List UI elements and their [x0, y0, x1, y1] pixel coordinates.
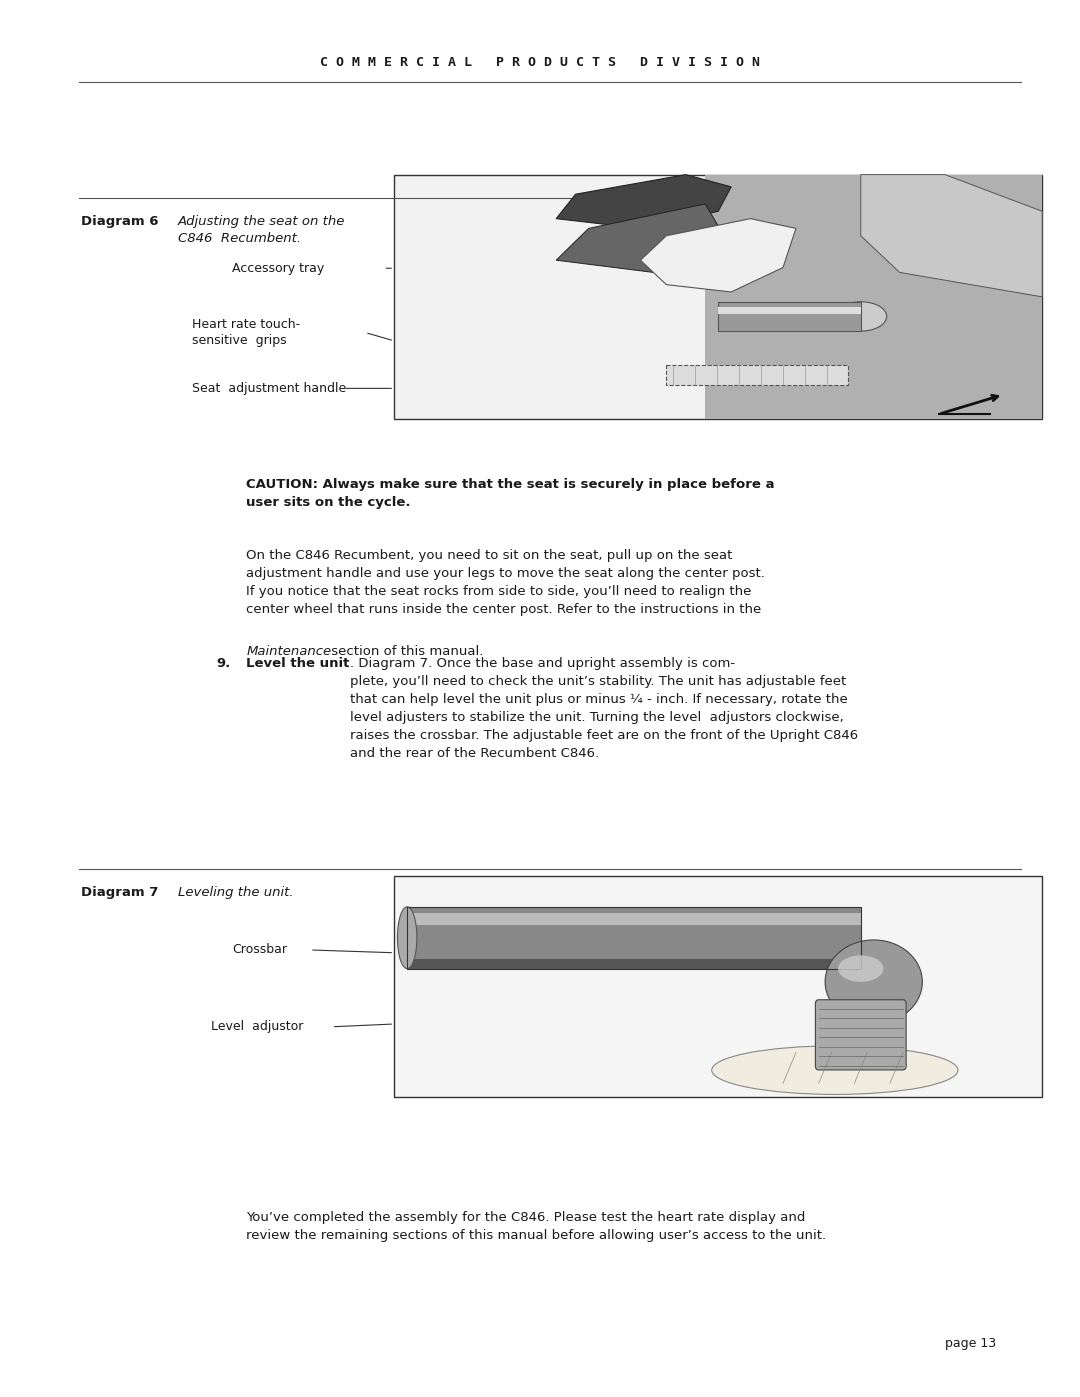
- Text: Diagram 6: Diagram 6: [81, 215, 159, 228]
- Bar: [407, 907, 861, 968]
- Ellipse shape: [835, 302, 887, 331]
- Polygon shape: [556, 175, 731, 229]
- Text: section of this manual.: section of this manual.: [327, 645, 484, 658]
- Text: . Diagram 7. Once the base and upright assembly is com-
plete, you’ll need to ch: . Diagram 7. Once the base and upright a…: [350, 657, 858, 760]
- Text: Leveling the unit.: Leveling the unit.: [178, 886, 294, 898]
- Bar: [407, 907, 861, 968]
- Bar: [394, 175, 1042, 419]
- Text: Heart rate touch-
sensitive  grips: Heart rate touch- sensitive grips: [192, 319, 300, 346]
- Text: You’ve completed the assembly for the C846. Please test the heart rate display a: You’ve completed the assembly for the C8…: [246, 1211, 826, 1242]
- Bar: [394, 876, 1042, 1097]
- Text: Level  adjustor: Level adjustor: [211, 1020, 303, 1034]
- Ellipse shape: [712, 1046, 958, 1094]
- Bar: [407, 914, 861, 925]
- Text: Maintenance: Maintenance: [246, 645, 332, 658]
- Text: Accessory tray: Accessory tray: [232, 261, 324, 275]
- Bar: [718, 307, 861, 314]
- Polygon shape: [640, 219, 796, 292]
- Text: Diagram 7: Diagram 7: [81, 886, 159, 898]
- Bar: [407, 960, 861, 968]
- Text: Crossbar: Crossbar: [232, 943, 287, 957]
- Text: Adjusting the seat on the
C846  Recumbent.: Adjusting the seat on the C846 Recumbent…: [178, 215, 346, 244]
- Bar: [705, 175, 1042, 419]
- Ellipse shape: [825, 940, 922, 1024]
- Text: Seat  adjustment handle: Seat adjustment handle: [192, 381, 347, 395]
- Polygon shape: [861, 175, 1042, 298]
- Text: On the C846 Recumbent, you need to sit on the seat, pull up on the seat
adjustme: On the C846 Recumbent, you need to sit o…: [246, 549, 765, 634]
- Polygon shape: [666, 366, 848, 386]
- FancyBboxPatch shape: [815, 1000, 906, 1070]
- Text: C O M M E R C I A L   P R O D U C T S   D I V I S I O N: C O M M E R C I A L P R O D U C T S D I …: [320, 56, 760, 70]
- Ellipse shape: [838, 956, 883, 982]
- Text: 9.: 9.: [216, 657, 230, 669]
- Text: CAUTION: Always make sure that the seat is securely in place before a
user sits : CAUTION: Always make sure that the seat …: [246, 478, 774, 509]
- Ellipse shape: [397, 907, 417, 968]
- Bar: [718, 302, 861, 331]
- Polygon shape: [556, 204, 731, 272]
- Text: Level the unit: Level the unit: [246, 657, 350, 669]
- Text: page 13: page 13: [945, 1337, 996, 1351]
